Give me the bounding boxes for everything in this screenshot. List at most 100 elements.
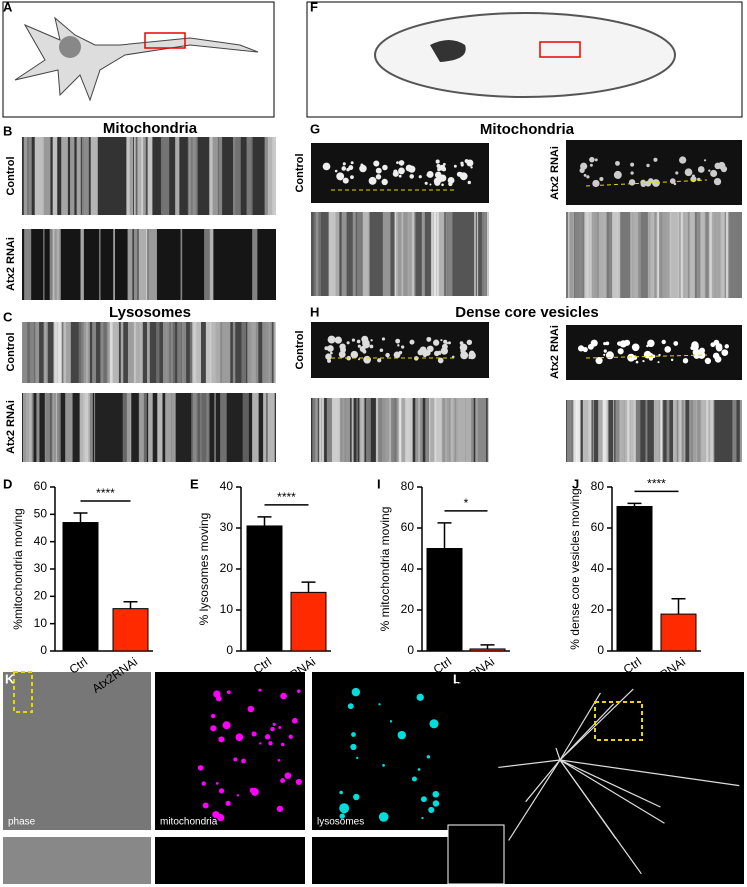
section-title: Mitochondria [103,120,198,137]
y-axis-label: % dense core vesicles moving [568,488,582,649]
puncta [288,734,293,739]
track [263,322,269,383]
bar [290,591,327,652]
error-bar [73,512,88,523]
track [252,393,259,462]
y-tick-label: 20 [220,561,234,575]
puncta [466,159,474,167]
track [218,137,223,215]
error-bar [480,644,495,649]
track [134,137,136,215]
puncta [270,726,275,732]
track [134,322,143,383]
track [213,322,222,383]
track [738,212,742,298]
trace-line [585,179,708,187]
puncta [342,162,346,166]
track [214,393,216,462]
track [622,400,630,462]
row-label: Atx2 RNAi [549,146,561,200]
track [437,212,445,296]
track [732,400,737,462]
neurite [559,759,665,824]
bar [62,522,99,652]
puncta [233,757,238,762]
puncta [631,343,640,352]
puncta [281,742,285,747]
track [148,229,157,300]
row-label: Control [294,330,306,369]
y-tick-label: 0 [597,643,604,657]
puncta [378,703,381,706]
puncta [346,341,350,345]
row-label: Atx2 RNAi [5,400,17,454]
track [739,400,742,462]
puncta [713,339,720,346]
track [456,398,466,462]
puncta [297,689,301,693]
puncta [428,806,435,813]
track [682,212,688,298]
track [653,400,660,462]
track [598,212,607,298]
puncta [721,349,729,357]
puncta [715,344,723,352]
track [113,229,115,300]
neurite [559,688,634,761]
puncta [389,720,393,723]
puncta [712,352,720,360]
y-tick-label: 20 [401,602,415,616]
track [645,400,648,462]
track [358,398,360,462]
puncta [635,360,639,364]
track [700,400,709,462]
puncta [630,171,634,175]
bar [660,613,697,652]
y-tick-label: 10 [220,602,234,616]
puncta [360,346,365,351]
track [612,212,621,298]
puncta [580,162,588,170]
panel-letter: I [377,476,381,491]
track [425,398,431,462]
track [407,212,415,296]
track [162,322,170,383]
significance: * [464,496,469,510]
y-tick-label: 50 [34,507,48,521]
puncta [654,184,657,187]
y-axis-label: % mitochondria moving [378,507,392,632]
puncta [342,177,349,184]
puncta [708,169,711,172]
puncta [421,816,424,820]
track [85,322,90,383]
puncta [664,346,671,353]
track [445,398,450,462]
puncta [322,162,331,171]
track [110,322,119,383]
track [148,393,153,462]
puncta [251,731,257,737]
track [680,212,684,298]
y-tick-label: 60 [34,479,48,493]
track [702,212,710,298]
puncta [202,802,209,809]
y-tick-label: 30 [34,561,48,575]
track [332,398,340,462]
track [391,398,400,462]
track [26,393,30,462]
puncta [640,181,647,187]
puncta [615,160,620,166]
track [569,212,574,298]
puncta [370,339,373,342]
track [476,212,479,296]
bar [112,608,149,652]
puncta [679,156,687,164]
track [339,398,342,462]
panel-letter: F [310,0,318,14]
track [233,137,241,215]
channel-label: phase [8,817,36,828]
track [246,137,252,215]
puncta [630,162,635,167]
track [52,229,61,300]
